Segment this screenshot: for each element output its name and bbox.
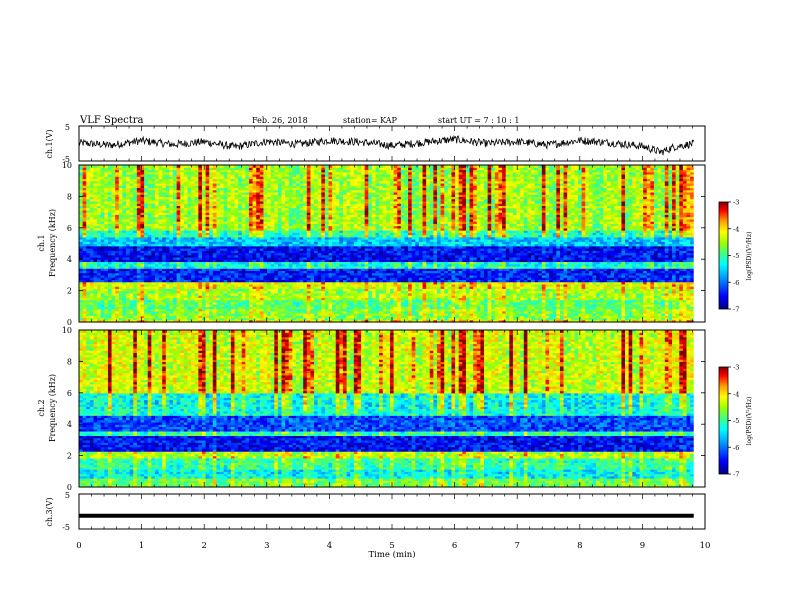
ch1-ytick-top: 5 — [65, 123, 70, 132]
ch1-waveform-panel: 5 -5 ch.1(V) — [45, 123, 705, 164]
start-time-label: start UT = 7 : 10 : 1 — [438, 116, 519, 125]
date-label: Feb. 26, 2018 — [252, 116, 308, 125]
ch1-waveform-ylabel: ch.1(V) — [45, 129, 54, 158]
ch1-spectrogram-image — [79, 165, 705, 323]
vlf-figure: VLF Spectra Feb. 26, 2018 station= KAP s… — [0, 0, 792, 612]
figure-title: VLF Spectra — [79, 115, 144, 126]
station-label: station= KAP — [343, 116, 398, 125]
figure-canvas: VLF Spectra Feb. 26, 2018 station= KAP s… — [0, 0, 792, 612]
